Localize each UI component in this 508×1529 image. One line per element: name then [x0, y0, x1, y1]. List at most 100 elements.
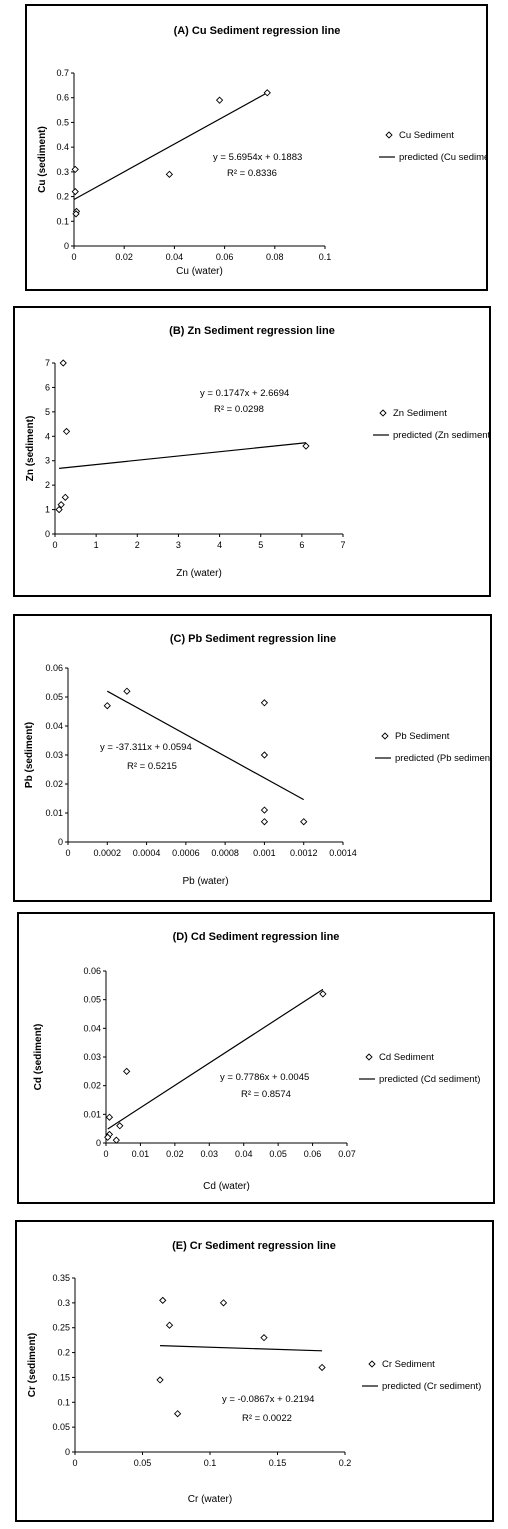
r-squared-label: R² = 0.0298	[214, 404, 264, 415]
legend-label-points: Cu Sediment	[399, 130, 454, 141]
data-point	[116, 1122, 124, 1130]
legend-label-line: predicted (Pb sediment)	[395, 753, 490, 764]
x-tick-label: 0.02	[115, 252, 133, 262]
regression-line	[73, 92, 268, 200]
legend-label-points: Cd Sediment	[379, 1052, 434, 1063]
y-tick-label: 0.01	[83, 1109, 101, 1119]
data-point	[71, 165, 79, 174]
data-point	[215, 96, 224, 104]
y-tick-label: 5	[45, 407, 50, 417]
y-axis-label: Pb (sediment)	[24, 722, 35, 788]
data-point	[59, 359, 67, 367]
legend-label-line: predicted (Cr sediment)	[382, 1381, 481, 1392]
y-axis-label: Cr (sediment)	[27, 1333, 38, 1397]
y-tick-label: 0.06	[83, 966, 101, 976]
data-point	[55, 505, 63, 514]
data-point	[159, 1296, 167, 1305]
regression-line	[107, 988, 324, 1130]
data-point	[71, 187, 79, 196]
chart-title: (B) Zn Sediment regression line	[169, 325, 335, 337]
y-tick-label: 7	[45, 358, 50, 368]
x-tick-label: 0.0004	[133, 848, 161, 858]
x-tick-label: 0.0012	[290, 848, 318, 858]
x-tick-label: 0.02	[166, 1149, 184, 1159]
data-point	[105, 1113, 114, 1121]
y-tick-label: 0.5	[56, 117, 69, 127]
x-tick-label: 4	[217, 540, 222, 550]
x-tick-label: 5	[258, 540, 263, 550]
y-tick-label: 3	[45, 456, 50, 466]
chart-svg: (C) Pb Sediment regression line 0 0.0002 0.…	[24, 633, 490, 887]
y-tick-label: 0.01	[45, 808, 63, 818]
x-tick-label: 0.0002	[94, 848, 122, 858]
x-tick-label: 0.07	[338, 1149, 356, 1159]
x-tick-label: 7	[340, 540, 345, 550]
x-tick-label: 2	[135, 540, 140, 550]
chart-svg: (B) Zn Sediment regression line 0 1 2 3 4 5 6 7 0…	[25, 325, 489, 579]
chart-panel-zn: (B) Zn Sediment regression line 0 1 2 3 4 5 6 7 0…	[13, 306, 491, 597]
data-point	[260, 751, 269, 759]
x-tick-label: 0.04	[166, 252, 184, 262]
x-tick-label: 0.1	[319, 252, 332, 262]
chart-svg: (D) Cd Sediment regression line 0 0.01 0.02…	[33, 931, 480, 1192]
legend-marker-points	[385, 131, 393, 139]
x-axis-label: Cu (water)	[176, 266, 223, 277]
legend-label-line: predicted (Cu sediment)	[399, 152, 486, 163]
regression-line	[59, 442, 307, 469]
data-point	[123, 1067, 131, 1075]
data-point	[173, 1410, 182, 1418]
data-point	[300, 818, 308, 826]
y-tick-label: 6	[45, 382, 50, 392]
y-tick-label: 4	[45, 431, 50, 441]
x-tick-label: 6	[299, 540, 304, 550]
x-axis-label: Pb (water)	[182, 876, 228, 887]
x-axis-label: Cd (water)	[203, 1181, 250, 1192]
y-tick-label: 0.04	[83, 1023, 101, 1033]
y-tick-label: 0.35	[52, 1273, 70, 1283]
y-tick-label: 0.1	[57, 1397, 70, 1407]
y-axis-label: Zn (sediment)	[25, 416, 36, 482]
y-tick-label: 0	[45, 529, 50, 539]
chart-title: (D) Cd Sediment regression line	[173, 931, 340, 943]
data-point	[156, 1376, 164, 1384]
x-tick-label: 0	[72, 1458, 77, 1468]
y-axis-label: Cu (sediment)	[37, 126, 48, 193]
y-tick-label: 2	[45, 480, 50, 490]
r-squared-label: R² = 0.8574	[241, 1089, 291, 1100]
data-point	[260, 699, 269, 707]
data-point	[104, 1133, 112, 1141]
x-tick-label: 0.01	[132, 1149, 150, 1159]
y-tick-label: 0.03	[83, 1052, 101, 1062]
legend-label-points: Pb Sediment	[395, 731, 450, 742]
data-point	[165, 1321, 174, 1329]
x-tick-label: 0.0008	[211, 848, 239, 858]
y-tick-label: 0	[65, 1447, 70, 1457]
data-point	[72, 210, 80, 218]
y-tick-label: 0.1	[56, 216, 69, 226]
r-squared-label: R² = 0.5215	[127, 761, 177, 772]
y-tick-label: 0.7	[56, 68, 69, 78]
legend-label-line: predicted (Cd sediment)	[379, 1074, 480, 1085]
regression-line	[160, 1345, 323, 1352]
y-tick-label: 0.4	[56, 142, 69, 152]
y-tick-label: 0	[96, 1138, 101, 1148]
data-point	[57, 501, 65, 509]
x-tick-label: 0	[103, 1149, 108, 1159]
regression-line	[106, 690, 305, 801]
x-tick-label: 3	[176, 540, 181, 550]
regression-equation: y = 0.1747x + 2.6694	[200, 388, 289, 399]
r-squared-label: R² = 0.8336	[227, 168, 277, 179]
chart-title: (E) Cr Sediment regression line	[172, 1240, 336, 1252]
chart-title: (A) Cu Sediment regression line	[174, 25, 341, 37]
x-tick-label: 0.001	[253, 848, 276, 858]
chart-panel-pb: (C) Pb Sediment regression line 0 0.0002 0.…	[13, 614, 492, 902]
y-tick-label: 0.2	[57, 1348, 70, 1358]
data-point	[61, 493, 69, 501]
data-point	[165, 170, 174, 178]
chart-panel-cr: (E) Cr Sediment regression line 0 0.05 0.1 0…	[15, 1220, 494, 1522]
chart-title: (C) Pb Sediment regression line	[170, 633, 336, 645]
legend-marker-points	[365, 1053, 373, 1061]
y-tick-label: 0.2	[56, 192, 69, 202]
x-tick-label: 0	[52, 540, 57, 550]
data-point	[263, 89, 271, 97]
